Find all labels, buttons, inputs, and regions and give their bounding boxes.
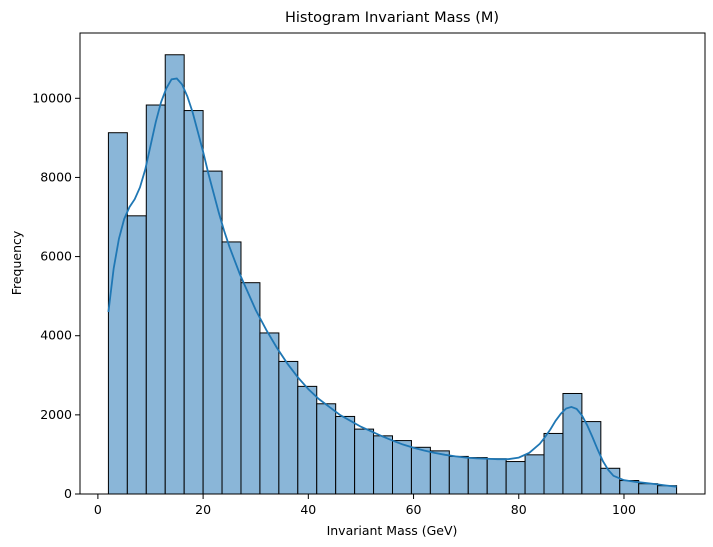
histogram-bar-9: [259, 332, 280, 495]
histogram-bar-19: [448, 455, 469, 495]
histogram-bar-14: [354, 428, 375, 495]
histogram-bar-12: [316, 403, 337, 495]
histogram-bar-10: [278, 360, 299, 495]
histogram-bar-3: [145, 104, 166, 495]
histogram-bar-24: [543, 432, 564, 495]
y-tick-label: 10000: [32, 90, 72, 105]
x-axis-label: Invariant Mass (GeV): [327, 523, 458, 538]
histogram-bar-5: [183, 110, 204, 495]
histogram-bar-29: [638, 483, 659, 495]
x-tick-label: 0: [94, 502, 102, 517]
x-tick-label: 80: [511, 502, 527, 517]
histogram-bar-18: [429, 450, 450, 495]
plot-frame: [79, 32, 706, 495]
histogram-bar-17: [410, 446, 431, 495]
histogram-bar-20: [467, 457, 488, 495]
histogram-bar-16: [392, 440, 412, 495]
x-tick-label: 100: [612, 502, 636, 517]
histogram-bar-4: [164, 54, 185, 495]
y-tick-label: 4000: [40, 328, 72, 343]
histogram-bar-23: [524, 454, 545, 495]
y-tick-label: 6000: [40, 249, 72, 264]
y-tick-label: 2000: [40, 407, 72, 422]
y-axis-label: Frequency: [9, 230, 24, 295]
y-tick-label: 8000: [40, 169, 72, 184]
y-axis-ticks: 0 2000 4000 6000 8000 10000: [32, 90, 80, 501]
x-tick-label: 40: [300, 502, 316, 517]
histogram-bar-7: [221, 241, 242, 495]
histogram-bar-13: [335, 415, 356, 495]
bars-layer: [107, 54, 678, 495]
x-axis-ticks: 0 20 40 60 80 100: [94, 494, 636, 517]
y-tick-label: 0: [64, 486, 72, 501]
histogram-bar-15: [373, 435, 394, 495]
x-tick-label: 60: [406, 502, 422, 517]
x-tick-label: 20: [195, 502, 211, 517]
histogram-bar-11: [297, 385, 318, 495]
histogram-bar-6: [202, 170, 223, 495]
histogram-bar-1: [107, 132, 128, 495]
histogram-bar-22: [505, 461, 526, 495]
chart-title: Histogram Invariant Mass (M): [285, 10, 499, 26]
histogram-bar-2: [126, 215, 147, 495]
kde-curve: [107, 77, 677, 488]
histogram-bar-21: [486, 458, 507, 495]
